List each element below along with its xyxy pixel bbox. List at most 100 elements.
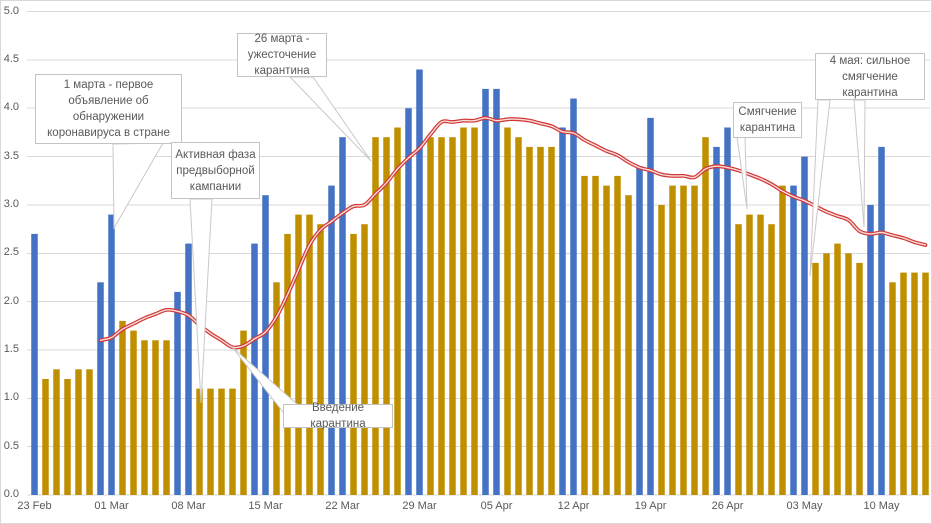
- y-axis-label: 2.0: [3, 294, 19, 307]
- annotation-quarantine-easing: Смягчение карантина: [733, 102, 802, 138]
- bar-weekend: [328, 185, 335, 495]
- bar-weekday: [130, 330, 137, 495]
- bar-weekday: [119, 320, 126, 495]
- bar-weekday: [86, 369, 93, 495]
- bar-weekday: [735, 224, 742, 495]
- bar-weekend: [405, 108, 412, 495]
- bar-weekend: [790, 185, 797, 495]
- bar-weekday: [768, 224, 775, 495]
- bar-weekday: [537, 146, 544, 495]
- bar-weekend: [493, 88, 500, 496]
- annotation-leader: [189, 198, 213, 404]
- bar-weekday: [603, 185, 610, 495]
- annotation-election-campaign: Активная фаза предвыборной кампании: [171, 142, 260, 199]
- bar-weekend: [185, 243, 192, 495]
- y-axis-label: 4.5: [3, 52, 19, 65]
- bar-weekday: [372, 137, 379, 495]
- bar-weekday: [911, 272, 918, 495]
- x-axis-label: 08 Mar: [171, 500, 206, 512]
- bar-weekday: [779, 185, 786, 495]
- bar-weekday: [64, 379, 71, 495]
- annotation-leader: [736, 136, 748, 210]
- bar-weekday: [845, 253, 852, 496]
- bar-weekday: [691, 185, 698, 495]
- bar-weekday: [581, 175, 588, 495]
- bar-weekend: [647, 117, 654, 496]
- bar-weekday: [680, 185, 687, 495]
- bar-weekday: [152, 340, 159, 495]
- x-axis-label: 10 May: [863, 500, 900, 512]
- bar-weekend: [416, 69, 423, 495]
- bar-weekday: [823, 253, 830, 496]
- bar-weekday: [53, 369, 60, 495]
- bar-weekend: [174, 291, 181, 495]
- bar-weekend: [878, 146, 885, 495]
- bar-weekday: [449, 137, 456, 495]
- bar-weekday: [163, 340, 170, 495]
- bar-weekday: [438, 137, 445, 495]
- bar-weekend: [724, 127, 731, 495]
- bar-weekday: [658, 204, 665, 495]
- bar-weekend: [97, 282, 104, 495]
- bar-weekday: [592, 175, 599, 495]
- bar-weekday: [460, 127, 467, 495]
- y-axis-label: 1.5: [3, 342, 19, 355]
- bar-weekend: [262, 195, 269, 495]
- bar-weekday: [317, 224, 324, 495]
- bar-weekday: [834, 243, 841, 495]
- bar-weekday: [75, 369, 82, 495]
- y-axis-label: 2.5: [3, 246, 19, 259]
- bar-weekday: [383, 137, 390, 495]
- moving-average-line-core: [99, 117, 927, 349]
- bar-weekday: [812, 262, 819, 495]
- x-axis-label: 29 Mar: [402, 500, 437, 512]
- bar-weekday: [702, 137, 709, 495]
- y-axis-label: 3.0: [3, 197, 19, 210]
- bar-weekday: [669, 185, 676, 495]
- bar-weekday: [889, 282, 896, 495]
- bar-weekday: [757, 214, 764, 495]
- x-axis-label: 23 Feb: [17, 500, 52, 512]
- bar-weekday: [361, 224, 368, 495]
- bar-weekend: [636, 166, 643, 495]
- bar-weekday: [427, 137, 434, 495]
- bar-weekend: [108, 214, 115, 495]
- annotation-leader: [288, 76, 372, 162]
- bar-weekday: [196, 388, 203, 495]
- bar-weekday: [207, 388, 214, 495]
- x-axis-label: 01 Mar: [94, 500, 129, 512]
- bar-weekday: [240, 330, 247, 495]
- bar-weekday: [746, 214, 753, 495]
- bar-weekend: [713, 146, 720, 495]
- bar-weekday: [614, 175, 621, 495]
- annotation-leader: [809, 99, 831, 277]
- bar-weekday: [900, 272, 907, 495]
- bar-weekend: [559, 127, 566, 495]
- annotation-may4-strong-easing: 4 мая: сильное смягчение карантина: [815, 53, 925, 100]
- bar-weekday: [218, 388, 225, 495]
- bar-weekday: [625, 195, 632, 495]
- bar-weekday: [284, 233, 291, 495]
- x-axis-label: 03 May: [786, 500, 823, 512]
- y-axis-label: 5.0: [3, 4, 19, 17]
- x-axis-label: 12 Apr: [557, 500, 590, 512]
- bar-weekday: [306, 214, 313, 495]
- bar-weekday: [229, 388, 236, 495]
- y-axis-label: 1.0: [3, 391, 19, 404]
- annotation-quarantine-introduction: Введение карантина: [283, 402, 393, 430]
- bar-weekday: [350, 233, 357, 495]
- bar-weekday: [42, 379, 49, 495]
- x-axis-label: 26 Apr: [711, 500, 744, 512]
- bar-weekend: [867, 204, 874, 495]
- bar-weekday: [394, 127, 401, 495]
- bar-weekend: [31, 233, 38, 495]
- bar-weekday: [295, 214, 302, 495]
- annotation-first-case: 1 марта - первое объявление об обнаружен…: [35, 74, 182, 144]
- bar-weekday: [856, 262, 863, 495]
- y-axis-label: 0.0: [3, 488, 19, 500]
- bar-weekday: [548, 146, 555, 495]
- bar-weekday: [526, 146, 533, 495]
- bar-weekday: [504, 127, 511, 495]
